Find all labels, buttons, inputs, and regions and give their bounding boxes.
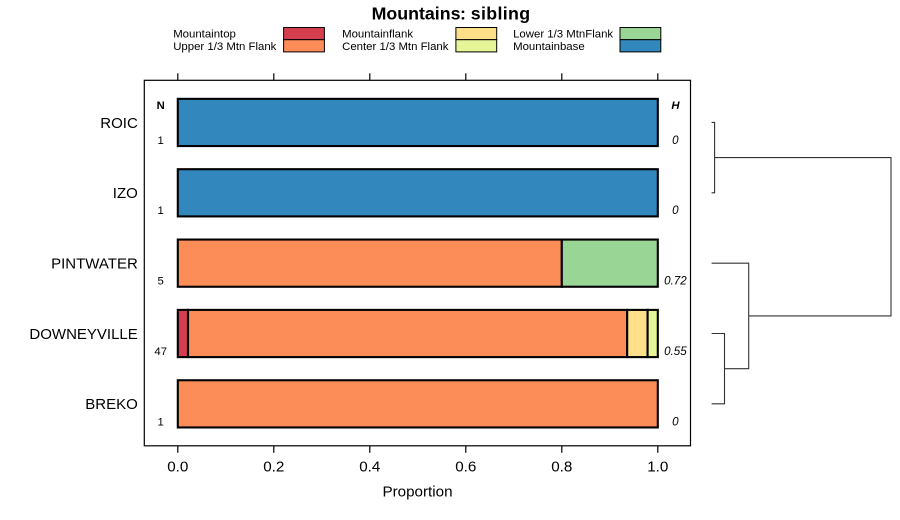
svg-text:IZO: IZO <box>113 185 138 202</box>
svg-text:Upper 1/3 Mtn Flank: Upper 1/3 Mtn Flank <box>173 41 276 53</box>
svg-text:Mountaintop: Mountaintop <box>173 28 236 40</box>
svg-text:PINTWATER: PINTWATER <box>51 255 138 272</box>
svg-text:0: 0 <box>672 415 679 428</box>
svg-text:1: 1 <box>158 135 164 147</box>
svg-text:0.0: 0.0 <box>167 459 188 476</box>
svg-text:47: 47 <box>154 346 167 358</box>
svg-text:0.2: 0.2 <box>263 459 284 476</box>
svg-text:0: 0 <box>672 134 679 147</box>
svg-text:ROIC: ROIC <box>100 115 138 132</box>
svg-text:1: 1 <box>158 416 164 428</box>
svg-text:5: 5 <box>158 276 164 288</box>
svg-text:1.0: 1.0 <box>647 459 668 476</box>
svg-text:Mountainbase: Mountainbase <box>513 41 585 53</box>
svg-text:DOWNEYVILLE: DOWNEYVILLE <box>29 326 137 343</box>
svg-text:0.8: 0.8 <box>551 459 572 476</box>
svg-text:0.4: 0.4 <box>359 459 380 476</box>
svg-text:0: 0 <box>672 204 679 217</box>
svg-text:1: 1 <box>158 205 164 217</box>
svg-text:0.6: 0.6 <box>455 459 476 476</box>
svg-text:Proportion: Proportion <box>382 484 452 501</box>
svg-text:Mountainflank: Mountainflank <box>342 28 413 40</box>
svg-text:0.55: 0.55 <box>664 345 687 358</box>
svg-text:N: N <box>157 100 165 112</box>
svg-text:0.72: 0.72 <box>664 275 687 288</box>
svg-text:H: H <box>671 100 680 112</box>
svg-text:BREKO: BREKO <box>85 396 138 413</box>
svg-text:Mountains:sibling: Mountains: sibling <box>372 4 531 24</box>
svg-text:Center 1/3 Mtn Flank: Center 1/3 Mtn Flank <box>342 41 449 53</box>
svg-text:Lower 1/3 MtnFlank: Lower 1/3 MtnFlank <box>513 28 613 40</box>
